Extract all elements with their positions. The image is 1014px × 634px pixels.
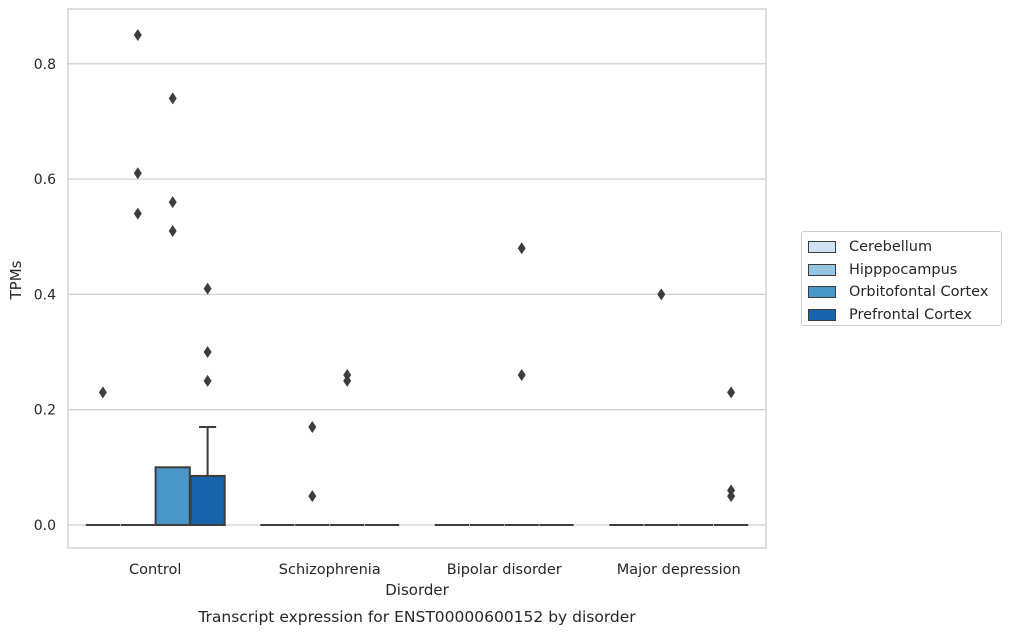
outlier-marker	[98, 386, 107, 399]
outlier-marker	[657, 288, 666, 301]
outlier-marker	[203, 374, 212, 387]
outlier-marker	[517, 369, 526, 382]
outlier-marker	[517, 242, 526, 255]
chart-title: Transcript expression for ENST0000060015…	[197, 608, 636, 626]
legend-swatch	[808, 308, 836, 321]
y-axis-ticks: 0.0 0.2 0.4 0.6 0.8	[34, 57, 56, 534]
legend-label: Orbitofontal Cortex	[849, 284, 989, 301]
legend-label: Hipppocampus	[849, 261, 958, 278]
plot-frame	[67, 8, 767, 549]
box-body	[189, 474, 226, 526]
y-tick-label: 0.0	[34, 518, 56, 534]
box-0-3	[189, 425, 226, 526]
x-tick-label: Control	[129, 562, 181, 578]
outlier-marker	[133, 28, 142, 41]
outlier-marker	[727, 386, 736, 399]
y-tick-label: 0.8	[34, 57, 56, 73]
outlier-marker	[133, 207, 142, 220]
outlier-marker	[168, 92, 177, 105]
box-body	[154, 466, 191, 526]
legend-label: Prefrontal Cortex	[849, 306, 972, 323]
outlier-marker	[133, 167, 142, 180]
legend-item: Cerebellum	[808, 236, 1001, 259]
y-tick-label: 0.4	[34, 287, 56, 303]
legend-swatch	[808, 263, 836, 276]
outlier-marker	[168, 224, 177, 237]
x-tick-label: Schizophrenia	[279, 562, 381, 578]
boxes-layer	[85, 425, 749, 526]
outlier-marker	[343, 374, 352, 387]
x-tick-label: Bipolar disorder	[447, 562, 562, 578]
outlier-marker	[727, 490, 736, 503]
outlier-marker	[203, 346, 212, 358]
outliers-layer	[98, 28, 736, 503]
legend-item: Hipppocampus	[808, 259, 1001, 282]
legend-label: Cerebellum	[849, 239, 933, 256]
legend-item: Orbitofontal Cortex	[808, 281, 1001, 304]
legend-item: Prefrontal Cortex	[808, 304, 1001, 327]
x-axis-ticks: Control Schizophrenia Bipolar disorder Majo…	[129, 562, 741, 578]
y-tick-label: 0.2	[34, 403, 56, 419]
outlier-marker	[308, 490, 317, 503]
outlier-marker	[308, 420, 317, 433]
y-tick-label: 0.6	[34, 172, 56, 188]
y-axis-label: TPMs	[7, 260, 25, 300]
x-tick-label: Major depression	[617, 562, 741, 578]
legend-swatch	[808, 241, 836, 254]
outlier-marker	[168, 196, 177, 209]
x-axis-label: Disorder	[385, 581, 449, 599]
box-0-2	[154, 466, 191, 526]
legend: Cerebellum Hipppocampus Orbitofontal Corte…	[801, 231, 1002, 326]
legend-swatch	[808, 286, 836, 299]
outlier-marker	[203, 282, 212, 295]
